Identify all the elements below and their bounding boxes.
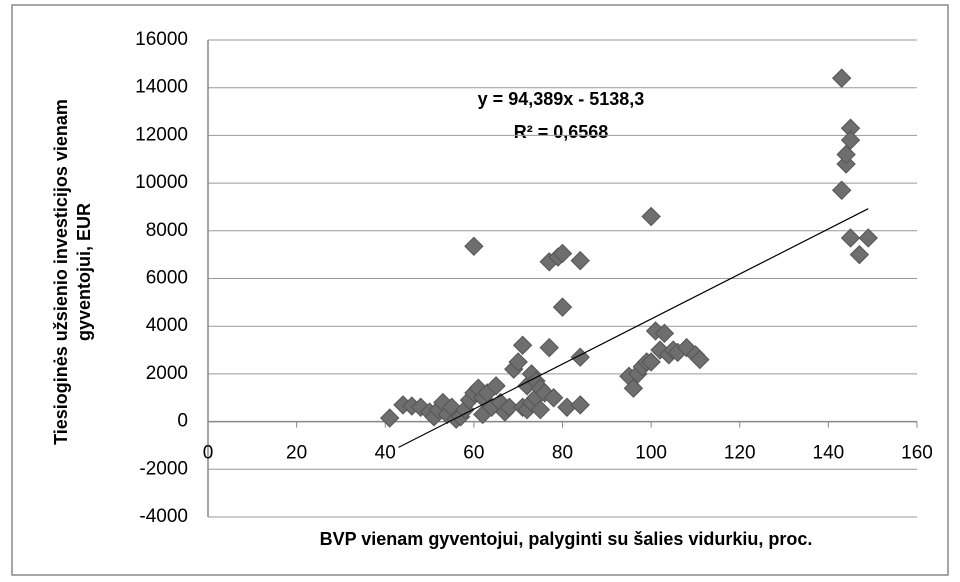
point xyxy=(858,228,878,248)
y-axis-label: gyventojui, EUR xyxy=(74,203,94,341)
trend-line xyxy=(398,208,869,448)
x-tick-label: 40 xyxy=(375,443,396,464)
point xyxy=(570,250,590,271)
y-tick-label: 10000 xyxy=(135,172,188,193)
point xyxy=(641,352,661,372)
point xyxy=(623,378,644,398)
x-tick-label: 100 xyxy=(635,443,667,464)
point xyxy=(836,144,856,165)
point xyxy=(486,376,506,396)
x-tick-label: 80 xyxy=(552,443,573,464)
point xyxy=(570,395,590,415)
y-tick-label: 6000 xyxy=(146,268,188,289)
point xyxy=(641,206,661,227)
point xyxy=(499,397,520,417)
chart-frame xyxy=(11,4,949,576)
y-tick-label: 16000 xyxy=(135,29,188,50)
point xyxy=(530,399,551,420)
x-tick-label: 20 xyxy=(286,443,307,464)
y-tick-label: 8000 xyxy=(146,220,188,241)
y-tick-label: 2000 xyxy=(146,363,188,384)
x-tick-label: 60 xyxy=(463,443,484,464)
y-tick-label: -2000 xyxy=(139,458,188,479)
x-tick-label: 160 xyxy=(901,443,933,464)
point xyxy=(464,236,484,257)
y-tick-label: 4000 xyxy=(146,315,188,336)
point xyxy=(831,180,852,200)
x-tick-label: 140 xyxy=(813,443,845,464)
point xyxy=(831,68,852,88)
x-tick-label: 120 xyxy=(724,443,756,464)
point xyxy=(654,323,675,344)
y-tick-label: -4000 xyxy=(139,506,188,527)
y-tick-label: 14000 xyxy=(135,77,188,98)
point xyxy=(379,408,400,428)
point xyxy=(508,352,528,372)
r-squared: R² = 0,6568 xyxy=(514,122,609,142)
point xyxy=(552,243,573,264)
x-tick-label: 0 xyxy=(203,443,214,464)
y-tick-label: 12000 xyxy=(135,124,188,145)
y-axis-label: Tiesioginės užsienio investicijos vienam xyxy=(51,99,71,445)
trend-equation: y = 94,389x - 5138,3 xyxy=(478,89,645,109)
x-axis-label: BVP vienam gyventojui, palyginti su šali… xyxy=(320,529,813,549)
point xyxy=(543,388,564,408)
point xyxy=(552,297,573,317)
point xyxy=(840,130,861,150)
point xyxy=(690,349,710,370)
point xyxy=(539,337,559,358)
point xyxy=(849,244,870,265)
point xyxy=(512,335,533,355)
point xyxy=(840,228,861,248)
y-tick-label: 0 xyxy=(177,411,188,432)
